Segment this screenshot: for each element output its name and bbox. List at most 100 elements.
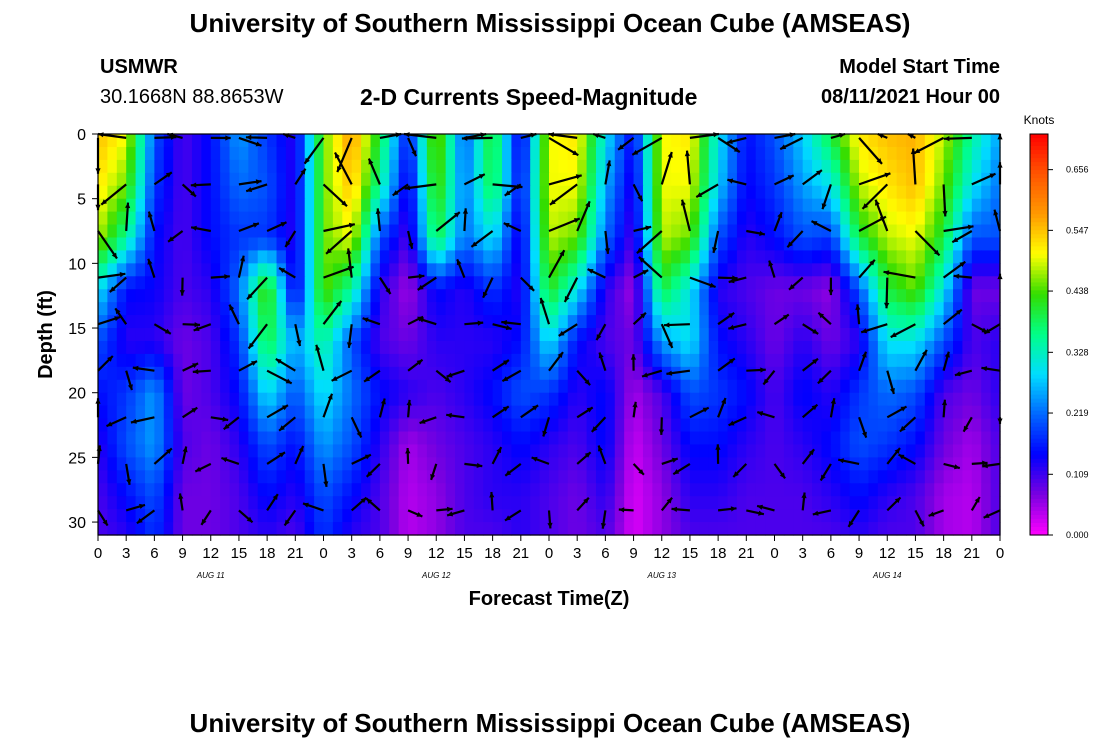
heatmap-cell bbox=[868, 418, 879, 433]
heatmap-cell bbox=[840, 250, 851, 264]
heatmap-cell bbox=[295, 134, 306, 148]
heatmap-cell bbox=[755, 470, 766, 484]
heatmap-cell bbox=[304, 522, 315, 536]
heatmap-cell bbox=[220, 509, 231, 523]
heatmap-cell bbox=[135, 302, 146, 316]
heatmap-cell bbox=[229, 522, 240, 536]
heatmap-cell bbox=[736, 289, 747, 303]
heatmap-cell bbox=[934, 289, 945, 303]
colorbar-tick-label: 0.328 bbox=[1066, 347, 1089, 357]
heatmap-cell bbox=[389, 328, 400, 342]
heatmap-cell bbox=[417, 198, 428, 213]
heatmap-cell bbox=[567, 483, 578, 497]
heatmap-cell bbox=[210, 302, 221, 316]
heatmap-cell bbox=[191, 509, 202, 523]
heatmap-cell bbox=[530, 328, 541, 342]
heatmap-cell bbox=[624, 224, 635, 239]
heatmap-cell bbox=[257, 353, 268, 368]
heatmap-cell bbox=[793, 328, 804, 342]
x-tick-label: 3 bbox=[122, 545, 130, 562]
heatmap-cell bbox=[802, 159, 813, 174]
heatmap-cell bbox=[718, 146, 729, 161]
heatmap-cell bbox=[267, 159, 278, 174]
heatmap-cell bbox=[361, 224, 372, 239]
heatmap-cell bbox=[502, 328, 513, 342]
heatmap-cell bbox=[314, 405, 325, 420]
heatmap-cell bbox=[173, 431, 184, 446]
heatmap-cell bbox=[520, 237, 531, 252]
heatmap-cell bbox=[361, 483, 372, 497]
heatmap-cell bbox=[642, 224, 653, 239]
heatmap-cell bbox=[774, 366, 785, 381]
heatmap-cell bbox=[116, 263, 127, 277]
heatmap-cell bbox=[304, 431, 315, 446]
heatmap-cell bbox=[793, 353, 804, 368]
heatmap-cell bbox=[417, 263, 428, 277]
heatmap-cell bbox=[436, 146, 447, 161]
heatmap-cell bbox=[746, 470, 757, 484]
heatmap-cell bbox=[586, 328, 597, 342]
heatmap-cell bbox=[849, 159, 860, 174]
heatmap-cell bbox=[577, 340, 588, 355]
heatmap-cell bbox=[699, 496, 710, 510]
heatmap-cell bbox=[248, 211, 259, 226]
heatmap-cell bbox=[840, 444, 851, 458]
heatmap-cell bbox=[783, 379, 794, 394]
heatmap-cell bbox=[699, 172, 710, 187]
heatmap-cell bbox=[539, 418, 550, 433]
heatmap-cell bbox=[173, 185, 184, 200]
colorbar-segment bbox=[1030, 214, 1048, 219]
heatmap-cell bbox=[257, 211, 268, 226]
heatmap-cell bbox=[389, 366, 400, 381]
heatmap-cell bbox=[351, 263, 362, 277]
heatmap-cell bbox=[154, 444, 165, 458]
heatmap-cell bbox=[182, 431, 193, 446]
current-arrow bbox=[886, 405, 908, 419]
heatmap-cell bbox=[746, 457, 757, 471]
heatmap-cell bbox=[464, 470, 475, 484]
heatmap-cell bbox=[953, 444, 964, 458]
heatmap-cell bbox=[652, 431, 663, 446]
heatmap-cell bbox=[671, 185, 682, 200]
heatmap-cell bbox=[934, 457, 945, 471]
heatmap-cell bbox=[783, 483, 794, 497]
heatmap-cell bbox=[652, 263, 663, 277]
x-tick-label: 15 bbox=[907, 545, 924, 562]
heatmap-cell bbox=[154, 353, 165, 368]
heatmap-cell bbox=[473, 418, 484, 433]
colorbar-segment bbox=[1030, 342, 1048, 348]
heatmap-cell bbox=[464, 224, 475, 239]
heatmap-cell bbox=[736, 418, 747, 433]
heatmap-cell bbox=[98, 237, 108, 252]
heatmap-cell bbox=[257, 134, 268, 148]
heatmap-cell bbox=[238, 418, 249, 433]
current-arrow bbox=[392, 183, 409, 197]
heatmap-cell bbox=[379, 315, 390, 329]
heatmap-cell bbox=[351, 250, 362, 264]
heatmap-cell bbox=[934, 405, 945, 420]
heatmap-cell bbox=[285, 289, 296, 303]
heatmap-cell bbox=[417, 379, 428, 394]
heatmap-cell bbox=[652, 276, 663, 290]
heatmap-cell bbox=[887, 470, 898, 484]
heatmap-cell bbox=[906, 328, 917, 342]
heatmap-cell bbox=[567, 159, 578, 174]
heatmap-cell bbox=[238, 496, 249, 510]
heatmap-cell bbox=[567, 470, 578, 484]
heatmap-cell bbox=[877, 496, 888, 510]
heatmap-cell bbox=[595, 237, 606, 252]
heatmap-cell bbox=[971, 431, 982, 446]
heatmap-cell bbox=[793, 392, 804, 407]
heatmap-cell bbox=[859, 134, 870, 148]
heatmap-cell bbox=[267, 457, 278, 471]
heatmap-cell bbox=[398, 263, 409, 277]
colorbar-segment bbox=[1030, 294, 1048, 300]
heatmap-cell bbox=[774, 522, 785, 536]
heatmap-cell bbox=[135, 379, 146, 394]
heatmap-cell bbox=[727, 483, 738, 497]
heatmap-cell bbox=[502, 483, 513, 497]
heatmap-cell bbox=[802, 340, 813, 355]
current-arrow bbox=[858, 259, 876, 279]
current-arrow bbox=[899, 416, 917, 433]
current-arrow bbox=[363, 369, 381, 383]
